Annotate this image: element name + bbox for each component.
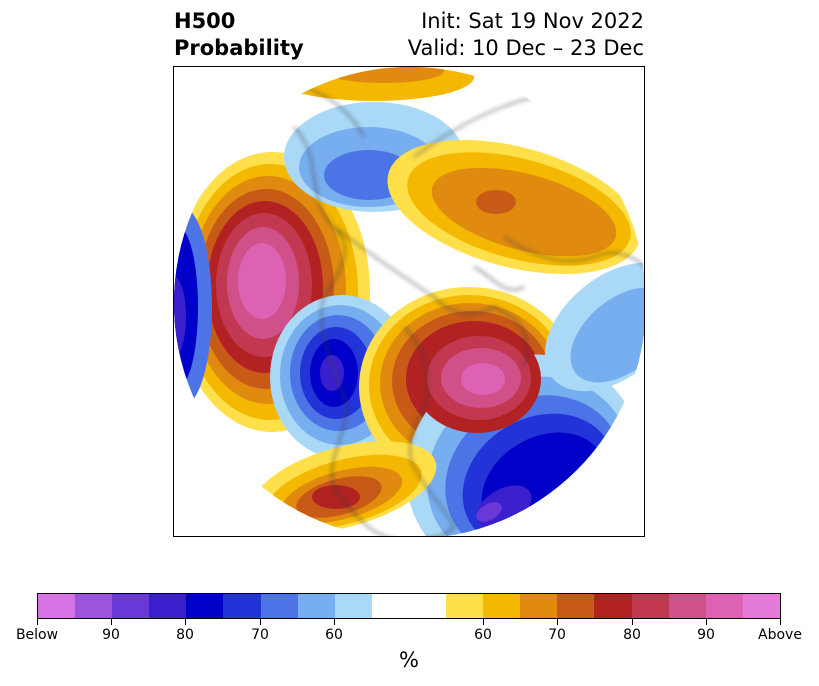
colorbar-unit: %: [399, 648, 419, 672]
colorbar-segment: [223, 594, 261, 618]
colorbar-tick-label: 70: [548, 627, 566, 643]
colorbar: [37, 593, 781, 619]
colorbar-tick-label: 70: [251, 627, 269, 643]
northern-europe-ridge: [387, 139, 641, 275]
colorbar-segment: [520, 594, 558, 618]
southern-us-ridge: [251, 441, 437, 533]
title-variable: H500: [174, 9, 236, 33]
colorbar-segment: [483, 594, 521, 618]
title-init: Init: Sat 19 Nov 2022: [421, 9, 644, 33]
colorbar-tick: [37, 619, 38, 625]
colorbar-tick-label: 90: [102, 627, 120, 643]
colorbar-tick: [632, 619, 633, 625]
title-type: Probability: [174, 36, 304, 60]
colorbar-segment: [334, 594, 372, 618]
colorbar-tick-label: Above: [758, 627, 802, 643]
colorbar-tick-label: Below: [15, 627, 59, 643]
colorbar-tick: [260, 619, 261, 625]
colorbar-tick-label: 60: [474, 627, 492, 643]
colorbar-segment: [149, 594, 187, 618]
colorbar-tick-label: 80: [623, 627, 641, 643]
title-valid: Valid: 10 Dec – 23 Dec: [407, 36, 644, 60]
map-panel: [173, 66, 645, 537]
colorbar-segment: [260, 594, 298, 618]
colorbar-tick-label: 80: [176, 627, 194, 643]
colorbar-tick-label: 90: [697, 627, 715, 643]
european-trough: [544, 262, 644, 392]
colorbar-segment: [594, 594, 632, 618]
colorbar-tick: [706, 619, 707, 625]
colorbar-segment: [38, 594, 76, 618]
colorbar-segment: [186, 594, 224, 618]
colorbar-tick: [185, 619, 186, 625]
colorbar-segment: [408, 594, 447, 618]
chart-title-right: Init: Sat 19 Nov 2022 Valid: 10 Dec – 23…: [408, 8, 644, 62]
colorbar-tick: [557, 619, 558, 625]
colorbar-segment: [742, 594, 780, 618]
colorbar-segment: [631, 594, 669, 618]
colorbar-tick: [483, 619, 484, 625]
colorbar-segment: [371, 594, 409, 618]
colorbar-tick: [111, 619, 112, 625]
colorbar-tick-label: 60: [325, 627, 343, 643]
colorbar-tick: [780, 619, 781, 625]
probability-map: [174, 67, 644, 536]
anomaly-field: [174, 67, 644, 536]
colorbar-segment: [668, 594, 706, 618]
colorbar-segment: [112, 594, 150, 618]
colorbar-segment: [705, 594, 743, 618]
colorbar-tick: [334, 619, 335, 625]
pacific-edge-trough: [174, 207, 212, 407]
colorbar-segment: [557, 594, 595, 618]
colorbar-segment: [75, 594, 113, 618]
chart-title-left: H500 Probability: [174, 8, 304, 62]
colorbar-segment: [297, 594, 335, 618]
colorbar-segment: [446, 594, 484, 618]
